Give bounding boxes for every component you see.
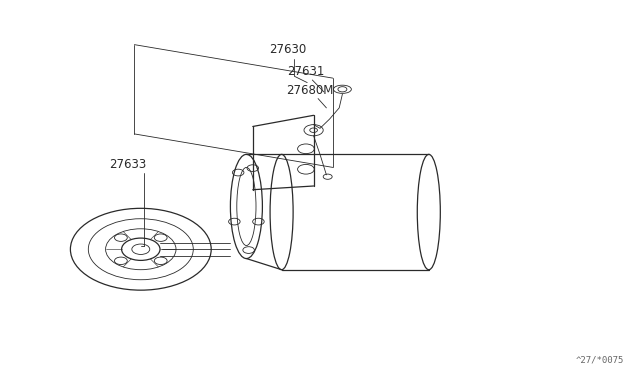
Text: 27631: 27631 bbox=[287, 65, 324, 78]
Text: 27630: 27630 bbox=[269, 43, 306, 56]
Text: 27633: 27633 bbox=[109, 158, 146, 171]
Text: 27680M: 27680M bbox=[286, 84, 333, 97]
Text: ^27/*0075: ^27/*0075 bbox=[575, 356, 624, 365]
